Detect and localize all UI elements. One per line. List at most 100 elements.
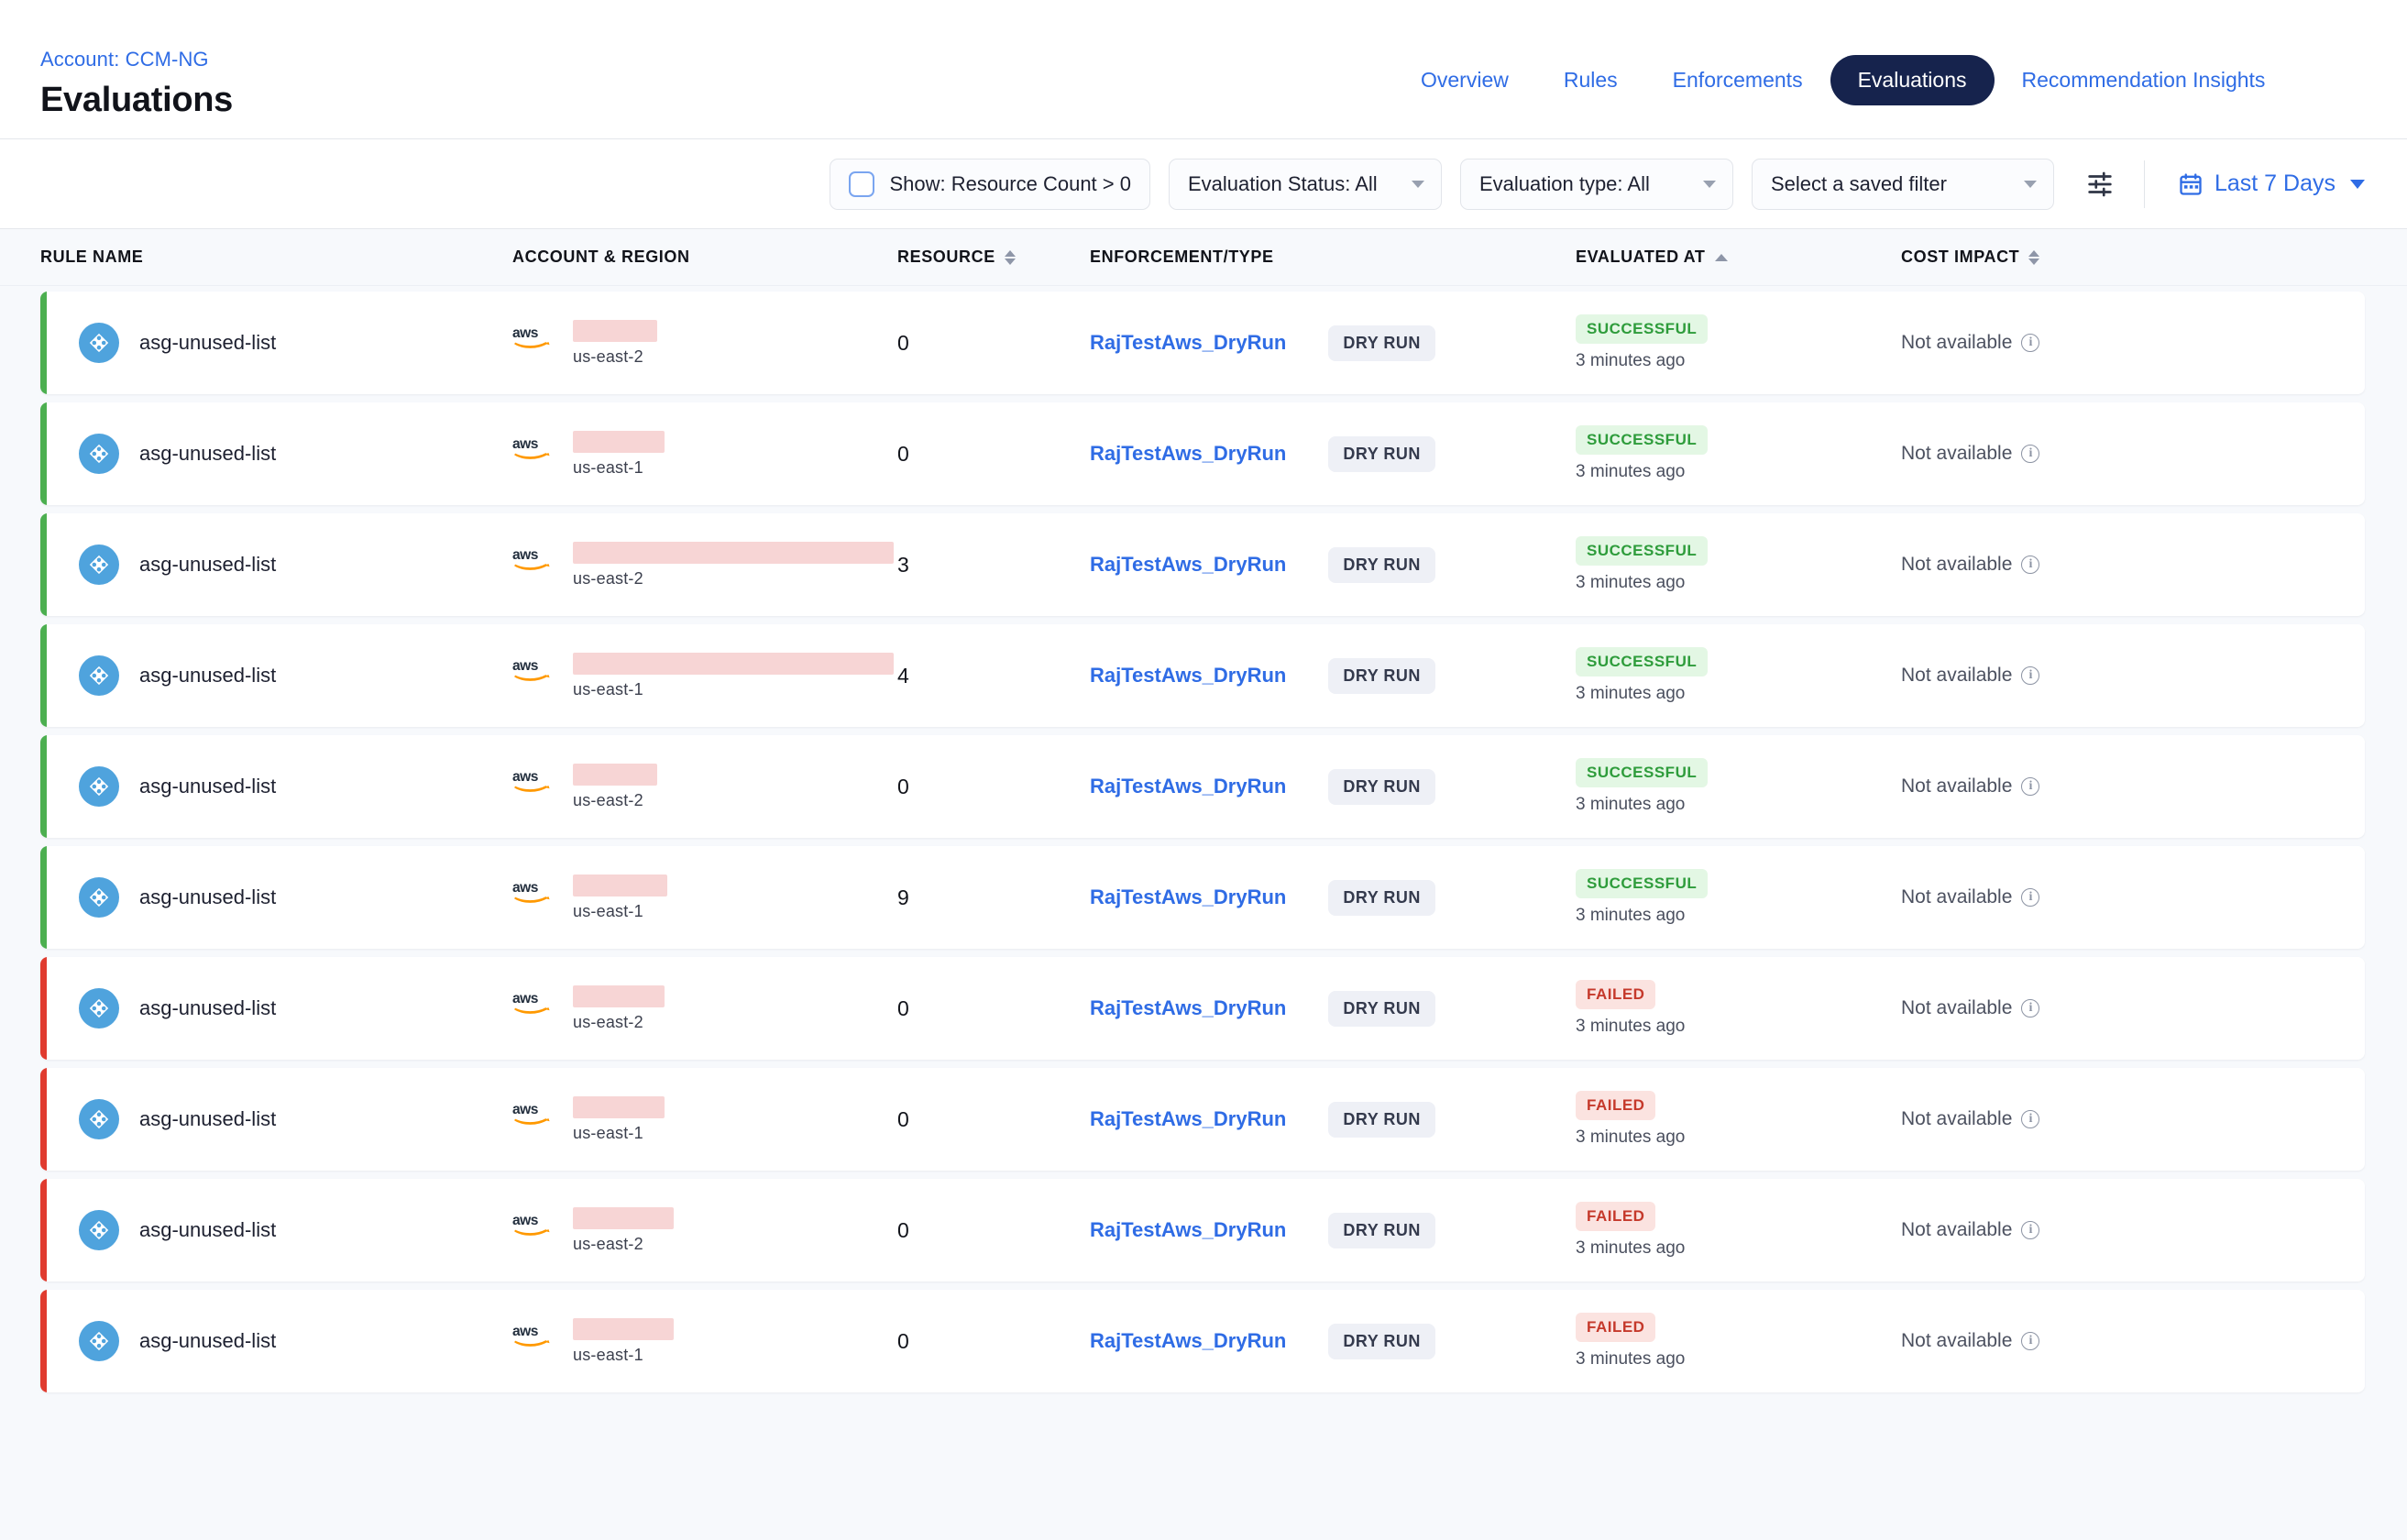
- region-text: us-east-1: [573, 1123, 643, 1142]
- column-header-evaluated-at[interactable]: EVALUATED AT: [1576, 248, 1901, 267]
- cell-account-region: aws us-east-2: [512, 319, 897, 367]
- evaluation-type-value: Evaluation type: All: [1478, 171, 1650, 195]
- table-row[interactable]: asg-unused-list aws us-east-2 0 RajTestA…: [40, 1179, 2365, 1282]
- cost-impact-value: Not available: [1901, 332, 2013, 353]
- cell-resource-count: 9: [897, 886, 1090, 910]
- evaluation-type-badge: DRY RUN: [1328, 990, 1435, 1027]
- region-text: us-east-1: [573, 901, 643, 920]
- enforcement-link[interactable]: RajTestAws_DryRun: [1090, 886, 1287, 908]
- enforcement-link[interactable]: RajTestAws_DryRun: [1090, 553, 1287, 576]
- rule-diamond-icon: [89, 776, 109, 797]
- evaluation-status-select[interactable]: Evaluation Status: All: [1168, 158, 1442, 210]
- row-status-strip: [40, 1068, 47, 1171]
- resource-count-filter[interactable]: Show: Resource Count > 0: [830, 158, 1150, 210]
- enforcement-link[interactable]: RajTestAws_DryRun: [1090, 442, 1287, 465]
- cell-resource-count: 3: [897, 553, 1090, 578]
- cell-cost-impact: Not available i: [1901, 332, 2268, 354]
- account-breadcrumb-link[interactable]: Account: CCM-NG: [40, 48, 209, 71]
- evaluation-type-select[interactable]: Evaluation type: All: [1459, 158, 1733, 210]
- evaluation-type-badge: DRY RUN: [1328, 657, 1435, 694]
- info-icon[interactable]: i: [2021, 777, 2040, 796]
- rule-name-text: asg-unused-list: [139, 1218, 277, 1241]
- row-status-strip: [40, 624, 47, 727]
- cell-enforcement-type: RajTestAws_DryRun DRY RUN: [1090, 435, 1576, 472]
- cell-resource-count: 0: [897, 442, 1090, 467]
- tab-rules[interactable]: Rules: [1563, 68, 1618, 92]
- table-row[interactable]: asg-unused-list aws us-east-2 0 RajTestA…: [40, 735, 2365, 838]
- info-icon[interactable]: i: [2021, 888, 2040, 907]
- enforcement-link[interactable]: RajTestAws_DryRun: [1090, 996, 1287, 1019]
- cost-impact-value: Not available: [1901, 554, 2013, 575]
- rule-icon: [79, 766, 119, 807]
- info-icon[interactable]: i: [2021, 1221, 2040, 1239]
- info-icon[interactable]: i: [2021, 334, 2040, 352]
- svg-text:aws: aws: [512, 324, 539, 340]
- status-badge: SUCCESSFUL: [1576, 869, 1709, 898]
- column-header-enforcement-type: ENFORCEMENT/TYPE: [1090, 248, 1274, 266]
- enforcement-link[interactable]: RajTestAws_DryRun: [1090, 1218, 1287, 1241]
- enforcement-link[interactable]: RajTestAws_DryRun: [1090, 664, 1287, 687]
- cell-rule-name: asg-unused-list: [40, 1099, 512, 1139]
- enforcement-link[interactable]: RajTestAws_DryRun: [1090, 775, 1287, 798]
- rule-diamond-icon: [89, 887, 109, 908]
- info-icon[interactable]: i: [2021, 445, 2040, 463]
- tab-recommendation-insights[interactable]: Recommendation Insights: [2021, 68, 2266, 92]
- cost-impact-value: Not available: [1901, 776, 2013, 797]
- cell-account-region: aws us-east-2: [512, 541, 897, 588]
- table-row[interactable]: asg-unused-list aws us-east-1 9 RajTestA…: [40, 846, 2365, 949]
- tab-overview[interactable]: Overview: [1421, 68, 1509, 92]
- evaluated-at-time: 3 minutes ago: [1576, 351, 1686, 370]
- account-name-redacted: [573, 984, 665, 1007]
- table-row[interactable]: asg-unused-list aws us-east-1 0 RajTestA…: [40, 1068, 2365, 1171]
- account-name-redacted: [573, 652, 894, 675]
- svg-text:aws: aws: [512, 990, 539, 1006]
- column-header-resource[interactable]: RESOURCE: [897, 248, 1090, 267]
- column-header-cost-impact[interactable]: COST IMPACT: [1901, 248, 2268, 267]
- sliders-icon[interactable]: [2080, 164, 2120, 204]
- cell-evaluated-at: SUCCESSFUL 3 minutes ago: [1576, 314, 1901, 371]
- table-row[interactable]: asg-unused-list aws us-east-2 0 RajTestA…: [40, 292, 2365, 394]
- row-status-strip: [40, 957, 47, 1060]
- cell-account-region: aws us-east-1: [512, 430, 897, 478]
- cell-cost-impact: Not available i: [1901, 554, 2268, 576]
- date-range-picker[interactable]: Last 7 Days: [2169, 170, 2365, 197]
- cell-evaluated-at: FAILED 3 minutes ago: [1576, 1091, 1901, 1148]
- info-icon[interactable]: i: [2021, 1332, 2040, 1350]
- rule-diamond-icon: [89, 666, 109, 686]
- table-row[interactable]: asg-unused-list aws us-east-2 0 RajTestA…: [40, 957, 2365, 1060]
- table-row[interactable]: asg-unused-list aws us-east-1 0 RajTestA…: [40, 1290, 2365, 1392]
- cell-enforcement-type: RajTestAws_DryRun DRY RUN: [1090, 657, 1576, 694]
- evaluation-type-badge: DRY RUN: [1328, 768, 1435, 805]
- info-icon[interactable]: i: [2021, 666, 2040, 685]
- cost-impact-value: Not available: [1901, 1108, 2013, 1129]
- cell-cost-impact: Not available i: [1901, 1108, 2268, 1130]
- sort-icon: [1004, 249, 1016, 265]
- table-row[interactable]: asg-unused-list aws us-east-2 3 RajTestA…: [40, 513, 2365, 616]
- rule-icon: [79, 988, 119, 1028]
- enforcement-link[interactable]: RajTestAws_DryRun: [1090, 1329, 1287, 1352]
- enforcement-link[interactable]: RajTestAws_DryRun: [1090, 331, 1287, 354]
- row-status-strip: [40, 402, 47, 505]
- table-row[interactable]: asg-unused-list aws us-east-1 0 RajTestA…: [40, 402, 2365, 505]
- status-badge: SUCCESSFUL: [1576, 758, 1709, 787]
- table-body: asg-unused-list aws us-east-2 0 RajTestA…: [0, 286, 2407, 1392]
- cell-cost-impact: Not available i: [1901, 443, 2268, 465]
- column-header-cost-impact-label: COST IMPACT: [1901, 248, 2020, 266]
- info-icon[interactable]: i: [2021, 556, 2040, 574]
- table-row[interactable]: asg-unused-list aws us-east-1 4 RajTestA…: [40, 624, 2365, 727]
- resource-count-checkbox[interactable]: [849, 170, 875, 197]
- cell-enforcement-type: RajTestAws_DryRun DRY RUN: [1090, 768, 1576, 805]
- tab-evaluations[interactable]: Evaluations: [1830, 55, 1995, 105]
- column-header-resource-label: RESOURCE: [897, 248, 995, 266]
- info-icon[interactable]: i: [2021, 999, 2040, 1018]
- tab-enforcements[interactable]: Enforcements: [1672, 68, 1803, 92]
- enforcement-link[interactable]: RajTestAws_DryRun: [1090, 1107, 1287, 1130]
- rule-diamond-icon: [89, 333, 109, 353]
- region-text: us-east-2: [573, 1234, 643, 1253]
- info-icon[interactable]: i: [2021, 1110, 2040, 1128]
- cell-evaluated-at: SUCCESSFUL 3 minutes ago: [1576, 758, 1901, 815]
- saved-filter-select[interactable]: Select a saved filter: [1751, 158, 2054, 210]
- aws-logo-icon: aws: [512, 1323, 550, 1347]
- aws-logo-icon: aws: [512, 879, 550, 903]
